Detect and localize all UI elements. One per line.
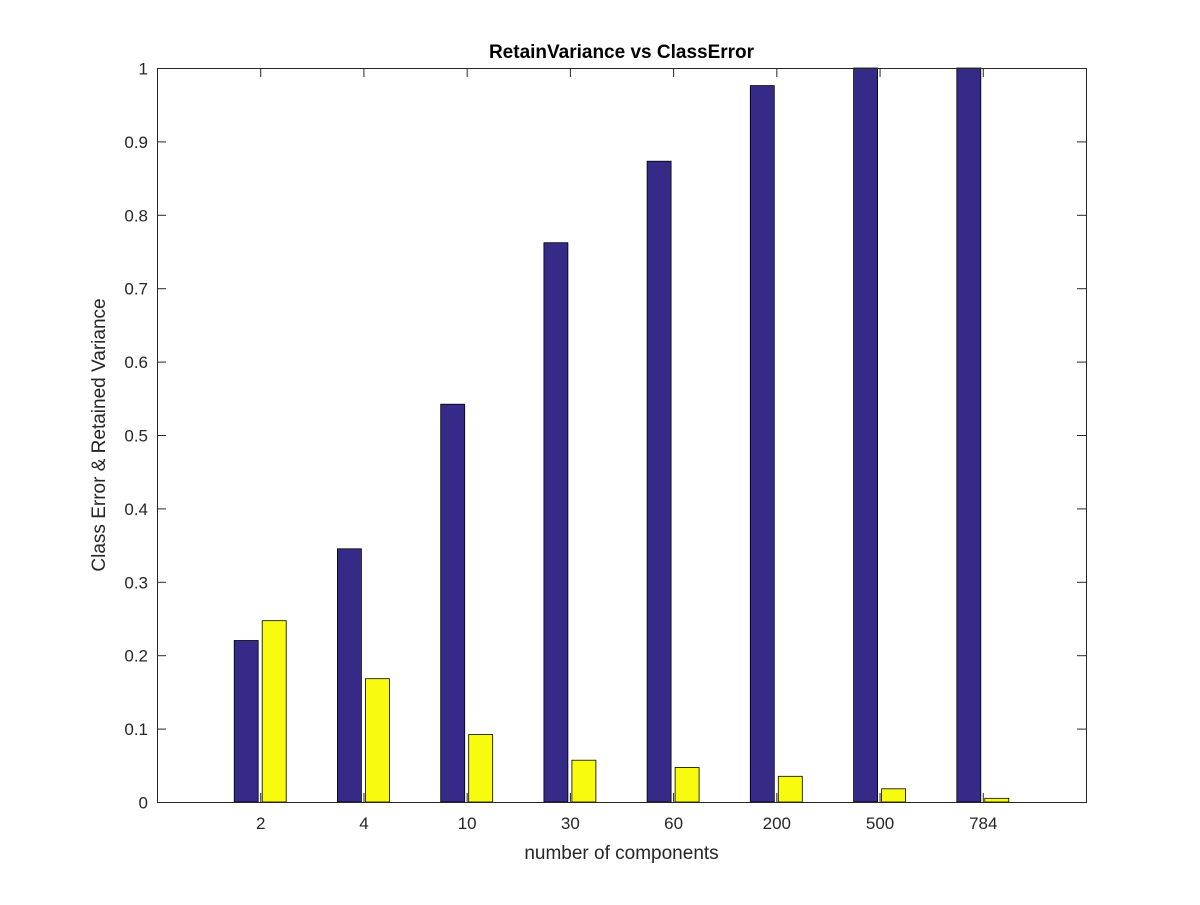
- y-tick-label: 1: [139, 60, 148, 79]
- bar-series1-30: [543, 242, 569, 803]
- bar-series1-4: [336, 548, 362, 803]
- y-tick-label: 0.8: [124, 206, 148, 225]
- bar-series1-784: [956, 67, 982, 803]
- y-tick-label: 0.6: [124, 353, 148, 372]
- ticks-layer: 0 0.1 0.2 0.3 0.4 0.5 0.6 0.7 0.8 0.9 1 2 4 10 30 60 200…: [124, 60, 1086, 833]
- y-axis-label: Class Error & Retained Variance: [89, 298, 110, 571]
- x-tick-label: 10: [458, 814, 477, 833]
- x-tick-label: 500: [866, 814, 894, 833]
- y-tick-label: 0.4: [124, 500, 148, 519]
- y-tick-label: 0.9: [124, 133, 148, 152]
- x-tick-label: 60: [664, 814, 683, 833]
- chart-title: RetainVariance vs ClassError: [489, 42, 755, 63]
- bar-series2-784: [984, 797, 1010, 803]
- x-tick-label: 4: [359, 814, 368, 833]
- bar-series1-10: [440, 403, 466, 803]
- x-tick-label: 200: [763, 814, 791, 833]
- y-tick-label: 0.2: [124, 647, 148, 666]
- y-tick-label: 0.5: [124, 427, 148, 446]
- bar-series2-2: [261, 620, 287, 803]
- y-tick-label: 0.7: [124, 280, 148, 299]
- y-tick-label: 0: [139, 794, 148, 813]
- x-tick-label: 784: [969, 814, 997, 833]
- y-tick-label: 0.3: [124, 573, 148, 592]
- bar-series2-30: [571, 759, 597, 803]
- bar-series2-60: [674, 767, 700, 803]
- bar-series1-200: [749, 85, 775, 803]
- x-axis-label: number of components: [524, 843, 718, 864]
- x-tick-label: 30: [561, 814, 580, 833]
- y-tick-label: 0.1: [124, 720, 148, 739]
- bar-series2-4: [364, 678, 390, 803]
- bar-series2-10: [468, 734, 494, 803]
- bar-series1-2: [233, 640, 259, 803]
- bars-layer: [233, 67, 1010, 803]
- x-tick-label: 2: [256, 814, 265, 833]
- plot-area: [157, 68, 1086, 802]
- bar-series1-60: [646, 160, 672, 803]
- bar-series1-500: [853, 67, 878, 803]
- bar-series2-200: [777, 775, 803, 803]
- bar-series2-500: [881, 788, 906, 803]
